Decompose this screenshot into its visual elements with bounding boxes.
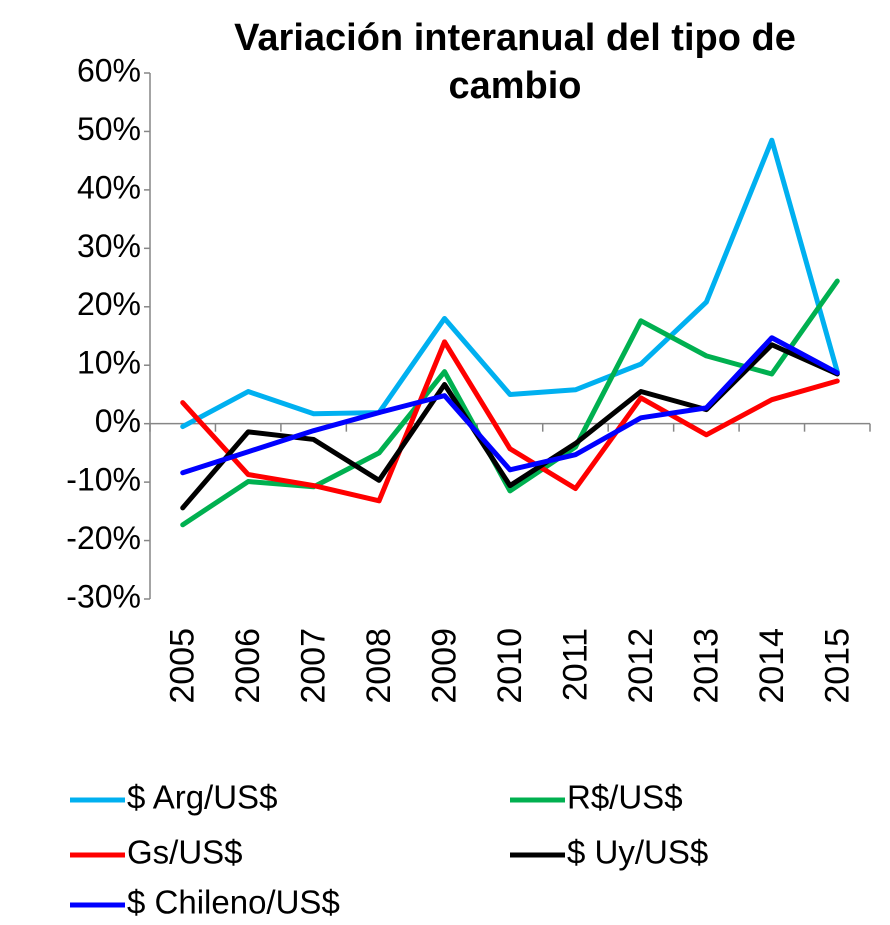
series-line — [180, 339, 840, 504]
series-line — [180, 278, 840, 528]
legend-label: $ Chileno/US$ — [127, 884, 340, 921]
x-tick-label: 2009 — [426, 628, 464, 704]
series-line — [180, 335, 840, 476]
y-tick-label: 20% — [77, 286, 141, 322]
x-tick-label: 2005 — [164, 628, 202, 704]
y-tick-label: -30% — [66, 578, 141, 614]
x-tick-label: 2012 — [622, 628, 660, 704]
x-tick-label: 2015 — [818, 628, 856, 704]
x-tick-label: 2010 — [491, 628, 529, 704]
x-tick-label: 2013 — [687, 628, 725, 704]
x-tick-label: 2011 — [556, 628, 594, 701]
y-tick-label: 30% — [77, 228, 141, 264]
x-tick-label: 2007 — [295, 628, 333, 704]
chart-title: Variación interanual del tipo de cambio — [234, 17, 796, 107]
y-tick-label: 50% — [77, 111, 141, 147]
x-tick-label: 2014 — [753, 628, 791, 704]
series-line — [180, 137, 840, 430]
y-tick-label: 60% — [77, 52, 141, 88]
x-tick-label: 2008 — [360, 628, 398, 704]
y-tick-label: 10% — [77, 345, 141, 381]
y-tick-label: 0% — [95, 403, 141, 439]
y-tick-label: -10% — [66, 462, 141, 498]
legend-label: Gs/US$ — [127, 834, 243, 871]
y-tick-label: -20% — [66, 520, 141, 556]
legend-label: $ Arg/US$ — [127, 779, 277, 816]
y-tick-label: 40% — [77, 169, 141, 205]
legend-label: R$/US$ — [567, 779, 683, 816]
legend-label: $ Uy/US$ — [567, 834, 708, 871]
x-tick-label: 2006 — [229, 628, 267, 704]
